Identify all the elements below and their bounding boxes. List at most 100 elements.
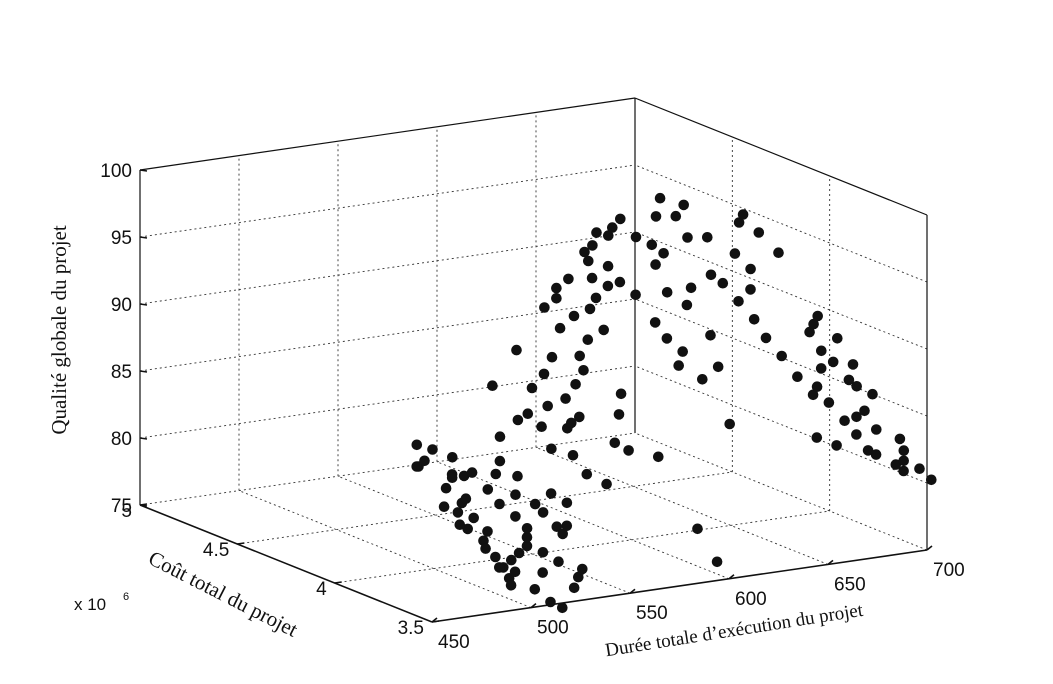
data-point bbox=[545, 488, 557, 499]
data-point bbox=[568, 310, 580, 322]
tick-label-layer: 75 80 85 90 95 100 450 500 550 600 650 700 3.5 4 4.5 5 bbox=[100, 161, 964, 653]
data-point bbox=[678, 199, 689, 211]
data-point bbox=[773, 247, 784, 258]
data-point bbox=[554, 322, 566, 334]
z-axis-label: Qualité globale du projet bbox=[47, 225, 71, 435]
z-tick-mark bbox=[139, 236, 148, 239]
data-point bbox=[566, 417, 577, 429]
data-point bbox=[579, 246, 590, 258]
data-point bbox=[536, 421, 547, 433]
data-point bbox=[468, 512, 480, 524]
data-point bbox=[613, 409, 625, 420]
data-point bbox=[542, 400, 553, 412]
data-point bbox=[538, 368, 550, 380]
data-point bbox=[601, 478, 612, 490]
axis-layer bbox=[139, 97, 933, 623]
floor-gridline-y bbox=[237, 471, 733, 545]
data-point bbox=[509, 566, 521, 578]
data-point bbox=[526, 382, 538, 394]
data-point bbox=[440, 482, 452, 494]
data-point bbox=[563, 273, 574, 285]
data-point bbox=[816, 345, 827, 357]
data-point bbox=[537, 507, 549, 518]
data-point bbox=[724, 418, 735, 430]
data-point bbox=[827, 356, 839, 368]
data-point bbox=[510, 489, 521, 501]
data-point bbox=[452, 507, 464, 518]
data-point bbox=[748, 314, 760, 325]
x-tick-mark bbox=[827, 559, 834, 566]
y-tick-mark bbox=[139, 503, 148, 506]
data-point bbox=[578, 365, 589, 376]
data-point bbox=[587, 240, 598, 251]
data-point bbox=[745, 284, 756, 295]
data-point bbox=[831, 440, 842, 451]
data-point bbox=[561, 497, 573, 509]
data-point bbox=[898, 465, 909, 477]
data-point bbox=[462, 523, 474, 535]
data-point bbox=[804, 326, 815, 338]
data-point bbox=[847, 359, 859, 370]
data-point bbox=[466, 467, 478, 478]
data-point bbox=[521, 531, 533, 543]
data-point bbox=[447, 452, 458, 463]
data-point bbox=[870, 449, 882, 460]
backwall-gridline-z bbox=[139, 365, 636, 439]
data-point bbox=[812, 310, 823, 322]
data-point bbox=[807, 389, 819, 401]
data-point bbox=[760, 332, 772, 344]
floor-gridline-y bbox=[334, 510, 830, 584]
sidewall-gridline-z bbox=[634, 365, 928, 484]
data-point bbox=[537, 547, 549, 558]
data-point bbox=[661, 333, 673, 344]
data-point bbox=[494, 455, 506, 467]
x-tick-mark bbox=[629, 588, 636, 594]
y-axis-multiplier: x 10 bbox=[74, 595, 106, 614]
data-point bbox=[792, 371, 803, 383]
data-point bbox=[568, 582, 580, 594]
data-point bbox=[859, 405, 870, 417]
data-point bbox=[551, 293, 562, 304]
data-point bbox=[546, 443, 557, 455]
data-point bbox=[711, 556, 723, 568]
z-tick-label: 85 bbox=[111, 362, 132, 383]
z-tick-label: 95 bbox=[111, 228, 132, 249]
data-point bbox=[586, 272, 598, 284]
data-point bbox=[411, 439, 423, 451]
data-point bbox=[851, 411, 862, 423]
y-tick-label: 4.5 bbox=[203, 540, 229, 561]
data-point bbox=[811, 381, 823, 393]
data-point bbox=[567, 450, 579, 461]
x-axis-line bbox=[431, 549, 928, 623]
data-point bbox=[551, 521, 563, 532]
data-point bbox=[677, 346, 688, 357]
data-point bbox=[839, 415, 850, 427]
data-point bbox=[614, 276, 626, 288]
data-point bbox=[482, 484, 494, 495]
data-point bbox=[615, 388, 627, 400]
floor-gridline-x bbox=[436, 461, 730, 580]
data-point bbox=[871, 424, 882, 435]
data-point bbox=[546, 351, 558, 363]
backwall-gridline-z bbox=[139, 231, 636, 305]
data-point bbox=[851, 381, 862, 392]
data-point bbox=[557, 602, 568, 614]
data-point bbox=[419, 455, 430, 467]
data-point bbox=[894, 433, 906, 445]
data-point bbox=[630, 289, 641, 301]
data-point bbox=[661, 287, 673, 298]
data-point bbox=[776, 350, 787, 362]
data-point bbox=[653, 451, 664, 463]
data-point bbox=[717, 277, 729, 289]
data-point bbox=[539, 302, 550, 313]
data-point bbox=[494, 562, 505, 573]
data-point bbox=[411, 461, 423, 472]
data-point bbox=[494, 431, 506, 443]
y-tick-mark bbox=[334, 581, 342, 584]
x-tick-label: 600 bbox=[735, 589, 767, 610]
x-tick-label: 700 bbox=[933, 560, 965, 581]
y-tick-label: 4 bbox=[316, 579, 327, 600]
data-point bbox=[602, 260, 614, 272]
data-point bbox=[615, 213, 626, 225]
z-tick-mark bbox=[139, 303, 148, 306]
